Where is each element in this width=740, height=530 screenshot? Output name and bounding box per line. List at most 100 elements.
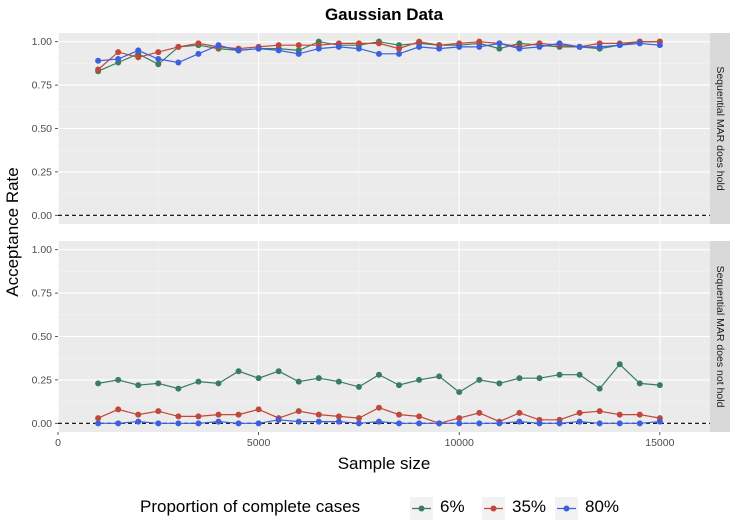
data-point: [275, 416, 282, 423]
data-point: [115, 56, 122, 63]
data-point: [235, 368, 242, 375]
data-point: [616, 42, 623, 49]
data-point: [516, 418, 523, 425]
data-point: [536, 375, 543, 382]
strip-label: Sequential MAR does not hold: [714, 266, 726, 408]
data-point: [456, 420, 463, 427]
data-point: [656, 418, 663, 425]
legend-key-point: [418, 505, 425, 512]
data-point: [596, 385, 603, 392]
x-tick-label: 0: [55, 437, 61, 449]
data-point: [275, 368, 282, 375]
data-point: [175, 385, 182, 392]
legend: Proportion of complete cases 6% 35% 80%: [140, 497, 619, 520]
x-tick-label: 5000: [247, 437, 271, 449]
data-point: [355, 420, 362, 427]
data-point: [616, 361, 623, 368]
data-point: [95, 415, 102, 422]
data-point: [396, 50, 403, 57]
data-point: [335, 43, 342, 50]
data-point: [476, 38, 483, 45]
data-point: [556, 371, 563, 378]
data-point: [436, 45, 443, 52]
data-point: [95, 57, 102, 64]
data-point: [536, 420, 543, 427]
legend-label: 6%: [440, 497, 465, 516]
data-point: [215, 411, 222, 418]
data-point: [115, 376, 122, 383]
data-point: [436, 420, 443, 427]
data-point: [195, 420, 202, 427]
y-tick-label: 0.75: [32, 288, 53, 300]
x-tick-label: 15000: [645, 437, 674, 449]
y-tick-label: 1.00: [32, 36, 53, 48]
data-point: [456, 43, 463, 50]
series-6pct: [95, 361, 663, 396]
data-point: [416, 43, 423, 50]
data-point: [115, 49, 122, 56]
data-point: [255, 420, 262, 427]
data-point: [516, 45, 523, 52]
panels: 0.00 0.25 0.50 0.75 1.00 Sequential MAR does …: [32, 33, 730, 449]
data-point: [396, 45, 403, 52]
y-tick-label: 0.50: [32, 331, 53, 343]
data-point: [616, 420, 623, 427]
data-point: [496, 45, 503, 52]
data-point: [636, 380, 643, 387]
data-point: [155, 420, 162, 427]
data-point: [295, 378, 302, 385]
y-tick-label: 0.00: [32, 418, 53, 430]
chart-title: Gaussian Data: [325, 5, 444, 24]
data-point: [235, 411, 242, 418]
data-point: [95, 420, 102, 427]
data-point: [295, 50, 302, 57]
data-point: [496, 40, 503, 47]
data-point: [215, 380, 222, 387]
y-axis-title: Acceptance Rate: [3, 167, 22, 296]
panel-1: 0.00 0.25 0.50 0.75 1.00 Sequential MAR does …: [32, 33, 730, 224]
data-point: [195, 378, 202, 385]
data-point: [536, 43, 543, 50]
data-point: [416, 38, 423, 45]
legend-key-point: [490, 505, 497, 512]
data-point: [295, 418, 302, 425]
data-point: [235, 47, 242, 54]
data-point: [315, 411, 322, 418]
data-point: [496, 420, 503, 427]
data-point: [195, 413, 202, 420]
data-point: [556, 420, 563, 427]
data-point: [155, 380, 162, 387]
series-80pct: [95, 40, 663, 66]
data-point: [416, 376, 423, 383]
data-point: [335, 413, 342, 420]
data-point: [656, 42, 663, 49]
data-point: [516, 409, 523, 416]
data-point: [416, 413, 423, 420]
data-point: [375, 50, 382, 57]
data-point: [416, 420, 423, 427]
data-point: [155, 49, 162, 56]
data-point: [135, 47, 142, 54]
data-point: [436, 373, 443, 380]
strip-background: [710, 33, 730, 224]
data-point: [175, 43, 182, 50]
data-point: [636, 420, 643, 427]
data-point: [115, 406, 122, 413]
data-point: [656, 382, 663, 389]
series-80pct: [95, 416, 663, 427]
data-point: [235, 420, 242, 427]
data-point: [375, 40, 382, 47]
panel-2: 0.00 0.25 0.50 0.75 1.00 Sequential MAR does …: [32, 241, 730, 432]
data-point: [496, 380, 503, 387]
data-point: [516, 375, 523, 382]
data-point: [335, 378, 342, 385]
data-point: [476, 409, 483, 416]
data-point: [616, 411, 623, 418]
data-point: [95, 380, 102, 387]
data-point: [355, 40, 362, 47]
data-point: [636, 411, 643, 418]
data-point: [396, 411, 403, 418]
data-point: [175, 420, 182, 427]
data-point: [195, 40, 202, 47]
